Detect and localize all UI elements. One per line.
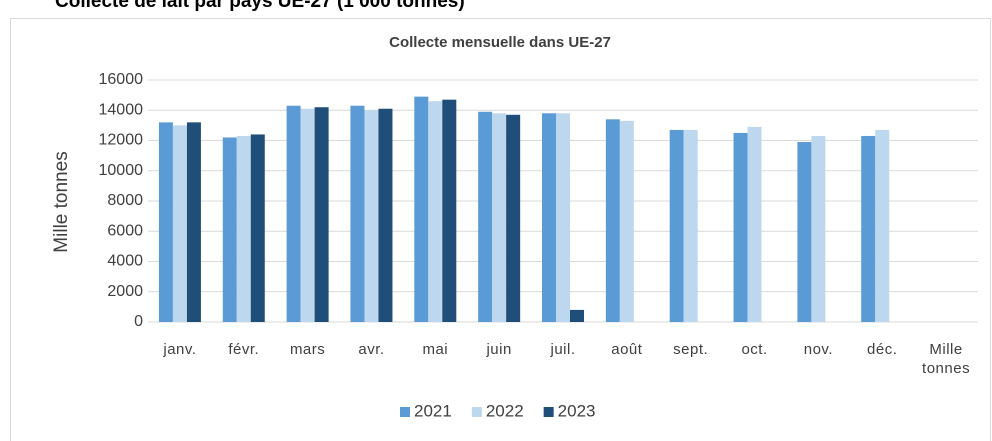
bar [875, 129, 890, 322]
y-tick-label: 12000 [99, 132, 144, 149]
bar [236, 135, 251, 322]
y-tick-label: 8000 [107, 192, 143, 209]
y-tick-label: 4000 [107, 253, 143, 270]
bar [250, 134, 265, 322]
bar [222, 137, 237, 322]
bar [158, 122, 173, 322]
bar [797, 142, 812, 322]
bar [478, 111, 493, 322]
bar [683, 129, 698, 322]
bar [300, 108, 315, 322]
bar [314, 107, 329, 322]
x-tick-label: nov. [803, 341, 833, 358]
bar [378, 108, 393, 322]
y-tick-label: 6000 [107, 222, 143, 239]
bar [492, 113, 507, 323]
chart-title: Collecte mensuelle dans UE-27 [389, 34, 611, 51]
bar [605, 119, 620, 322]
bar [556, 113, 570, 323]
bar [286, 105, 301, 323]
bar [733, 132, 748, 322]
x-tick-label: févr. [228, 341, 260, 358]
x-tick-label: avr. [358, 341, 385, 358]
heading: Collecte de lait par pays UE-27 (1 000 t… [55, 0, 465, 12]
bar [442, 99, 457, 322]
bar [747, 126, 762, 322]
bar [619, 120, 634, 323]
x-tick-label: janv. [163, 341, 197, 358]
x-tick-label: juil. [550, 341, 576, 358]
legend-label: 2022 [486, 401, 524, 420]
bar [811, 135, 826, 322]
y-axis-label: Mille tonnes [51, 151, 72, 252]
bar [570, 309, 584, 322]
bar [428, 101, 443, 322]
bar [669, 129, 684, 322]
x-tick-label: sept. [673, 341, 709, 358]
x-tick-label: mars [289, 341, 326, 358]
legend-label: 2023 [558, 401, 596, 420]
chart-frame [10, 18, 991, 441]
legend-label: 2021 [414, 401, 452, 420]
bar [542, 113, 556, 323]
y-tick-label: 14000 [99, 101, 144, 118]
x-tick-label: juin [486, 341, 512, 358]
x-tick-label: déc. [867, 341, 898, 358]
x-tick-label: mai [422, 341, 449, 358]
x-tick-label: Mille tonnes [922, 341, 971, 377]
bar [861, 135, 876, 322]
bar [172, 125, 187, 322]
bar [506, 114, 521, 322]
y-tick-label: 2000 [107, 283, 143, 300]
bar [350, 105, 365, 323]
bar [414, 96, 429, 322]
y-tick-label: 10000 [99, 162, 144, 179]
y-tick-label: 0 [134, 313, 143, 330]
legend-swatch [400, 407, 410, 417]
bar [186, 122, 201, 322]
legend-swatch [543, 407, 554, 417]
x-tick-label: août [611, 341, 643, 358]
y-tick-label: 16000 [99, 71, 144, 88]
legend-swatch [471, 407, 482, 417]
x-tick-label: oct. [741, 341, 768, 358]
bar [364, 110, 379, 322]
